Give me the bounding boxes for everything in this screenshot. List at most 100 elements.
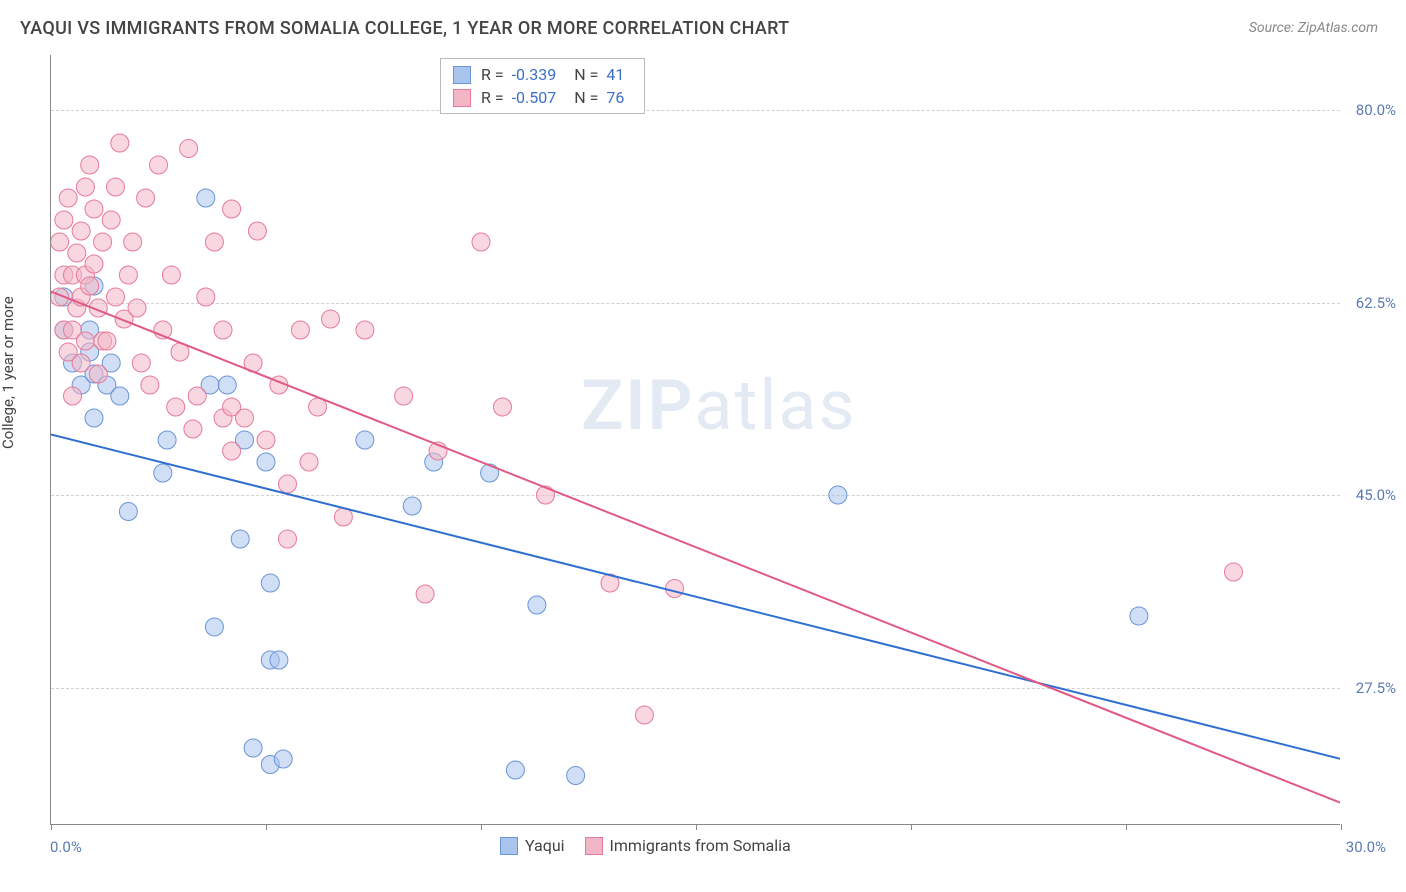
data-point	[481, 464, 499, 482]
legend-swatch	[585, 837, 603, 855]
legend-series-label: Immigrants from Somalia	[610, 836, 791, 855]
data-point	[85, 409, 103, 427]
data-point	[158, 431, 176, 449]
data-point	[537, 486, 555, 504]
data-point	[141, 376, 159, 394]
legend-series-item: Immigrants from Somalia	[585, 836, 791, 855]
data-point	[180, 140, 198, 158]
data-point	[248, 222, 266, 240]
data-point	[257, 453, 275, 471]
legend-swatch	[453, 66, 471, 84]
data-point	[128, 299, 146, 317]
data-point	[214, 321, 232, 339]
data-point	[218, 376, 236, 394]
legend-r-label: R =	[481, 88, 504, 107]
data-point	[236, 409, 254, 427]
data-point	[395, 387, 413, 405]
y-axis-label: College, 1 year or more	[0, 296, 17, 449]
data-point	[356, 321, 374, 339]
source-attribution: Source: ZipAtlas.com	[1249, 20, 1378, 36]
legend-r-value: -0.339	[512, 65, 557, 84]
data-point	[119, 503, 137, 521]
legend-series-label: Yaqui	[525, 836, 565, 855]
data-point	[279, 530, 297, 548]
data-point	[132, 354, 150, 372]
data-point	[111, 134, 129, 152]
data-point	[102, 211, 120, 229]
legend-series-item: Yaqui	[500, 836, 565, 855]
data-point	[300, 453, 318, 471]
data-point	[184, 420, 202, 438]
data-point	[81, 156, 99, 174]
y-tick-label: 45.0%	[1356, 486, 1396, 504]
data-point	[231, 530, 249, 548]
legend-n-value: 41	[606, 65, 624, 84]
data-point	[154, 464, 172, 482]
trend-line	[51, 435, 1340, 760]
data-point	[76, 178, 94, 196]
data-point	[334, 508, 352, 526]
data-point	[51, 233, 69, 251]
data-point	[89, 365, 107, 383]
data-point	[76, 332, 94, 350]
legend-correlation-row: R = -0.507 N = 76	[453, 86, 632, 109]
legend-correlation-row: R =-0.339N =41	[453, 63, 632, 86]
legend-n-value: 76	[606, 88, 624, 107]
legend-n-label: N =	[574, 88, 598, 107]
data-point	[119, 266, 137, 284]
y-tick-label: 27.5%	[1356, 679, 1396, 697]
legend-correlation: R = -0.339 N = 41 R = -0.507 N = 76	[440, 58, 645, 114]
x-tick	[481, 824, 482, 830]
data-point	[94, 233, 112, 251]
legend-swatch	[500, 837, 518, 855]
data-point	[205, 618, 223, 636]
data-point	[124, 233, 142, 251]
data-point	[416, 585, 434, 603]
legend-n-label: N =	[574, 65, 598, 84]
data-point	[167, 398, 185, 416]
data-point	[635, 706, 653, 724]
legend-swatch	[453, 89, 471, 107]
y-tick-label: 80.0%	[1356, 101, 1396, 119]
data-point	[244, 739, 262, 757]
data-point	[322, 310, 340, 328]
data-point	[223, 442, 241, 460]
data-point	[197, 288, 215, 306]
data-point	[1130, 607, 1148, 625]
data-point	[107, 288, 125, 306]
scatter-svg	[51, 55, 1340, 824]
x-tick	[911, 824, 912, 830]
data-point	[162, 266, 180, 284]
data-point	[107, 178, 125, 196]
data-point	[506, 761, 524, 779]
legend-r-value: -0.507	[512, 88, 557, 107]
data-point	[528, 596, 546, 614]
data-point	[567, 767, 585, 785]
data-point	[85, 200, 103, 218]
data-point	[197, 189, 215, 207]
data-point	[59, 189, 77, 207]
data-point	[223, 200, 241, 218]
x-tick	[51, 824, 52, 830]
y-tick-label: 62.5%	[1356, 294, 1396, 312]
x-axis-min-label: 0.0%	[50, 838, 82, 856]
data-point	[81, 277, 99, 295]
x-tick	[1341, 824, 1342, 830]
data-point	[356, 431, 374, 449]
data-point	[279, 475, 297, 493]
data-point	[72, 354, 90, 372]
data-point	[494, 398, 512, 416]
data-point	[403, 497, 421, 515]
data-point	[111, 387, 129, 405]
x-tick	[266, 824, 267, 830]
data-point	[666, 580, 684, 598]
x-axis-max-label: 30.0%	[1346, 838, 1386, 856]
data-point	[55, 211, 73, 229]
data-point	[270, 651, 288, 669]
data-point	[472, 233, 490, 251]
legend-series: Yaqui Immigrants from Somalia	[500, 836, 791, 855]
data-point	[68, 244, 86, 262]
data-point	[829, 486, 847, 504]
x-tick	[1126, 824, 1127, 830]
data-point	[257, 431, 275, 449]
